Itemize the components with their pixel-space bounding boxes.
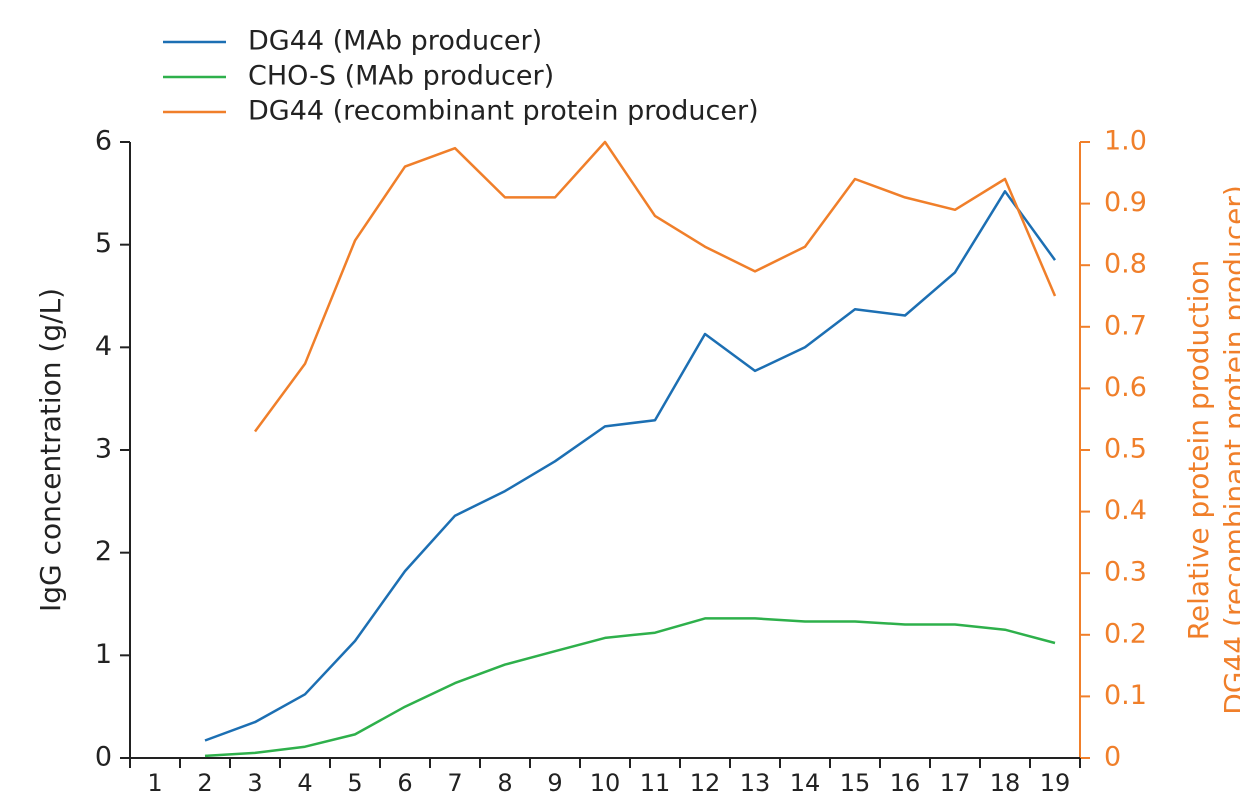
x-tick-label: 5 (347, 769, 362, 792)
x-tick-label: 17 (940, 769, 971, 792)
x-tick-label: 10 (590, 769, 621, 792)
y2-axis-label: Relative protein production (1182, 260, 1215, 641)
x-tick-label: 2 (197, 769, 212, 792)
legend-label: DG44 (recombinant protein producer) (248, 96, 759, 127)
y-tick-label: 2 (95, 536, 112, 567)
y2-tick-label: 0.3 (1104, 557, 1147, 588)
y-axis-label: IgG concentration (g/L) (34, 288, 67, 612)
y2-tick-label: 0.9 (1104, 187, 1147, 218)
x-tick-label: 8 (497, 769, 512, 792)
series-line (204, 617, 1056, 758)
x-tick-label: 14 (790, 769, 821, 792)
x-tick-label: 19 (1040, 769, 1071, 792)
x-tick-label: 15 (840, 769, 871, 792)
y2-tick-label: 0.6 (1104, 372, 1147, 403)
x-tick-label: 4 (297, 769, 312, 792)
x-tick-label: 3 (247, 769, 262, 792)
y2-tick-label: 0.4 (1104, 495, 1147, 526)
y2-tick-label: 0.8 (1104, 249, 1147, 280)
y-tick-label: 3 (95, 434, 112, 465)
y2-tick-label: 0 (1104, 742, 1121, 773)
y2-tick-label: 0.2 (1104, 618, 1147, 649)
y-tick-label: 4 (95, 331, 112, 362)
legend-label: CHO-S (MAb producer) (248, 61, 554, 92)
x-tick-label: 16 (890, 769, 921, 792)
x-tick-label: 13 (740, 769, 771, 792)
y-tick-label: 0 (95, 742, 112, 773)
x-tick-label: 6 (397, 769, 412, 792)
x-tick-label: 9 (547, 769, 562, 792)
series-line (204, 190, 1057, 742)
y-tick-label: 6 (95, 126, 112, 157)
y2-tick-label: 0.5 (1104, 434, 1147, 465)
y-tick-label: 1 (95, 639, 112, 670)
y2-tick-label: 0.1 (1104, 680, 1147, 711)
x-tick-label: 11 (640, 769, 671, 792)
y2-tick-label: 0.7 (1104, 310, 1147, 341)
y2-axis-label: DG44 (recombinant protein producer) (1218, 185, 1240, 715)
x-tick-label: 1 (147, 769, 162, 792)
y-tick-label: 5 (95, 228, 112, 259)
legend-label: DG44 (MAb producer) (248, 26, 542, 57)
x-tick-label: 12 (690, 769, 721, 792)
y2-tick-label: 1.0 (1104, 126, 1147, 157)
x-tick-label: 7 (447, 769, 462, 792)
series-line (253, 140, 1057, 433)
x-tick-label: 18 (990, 769, 1021, 792)
